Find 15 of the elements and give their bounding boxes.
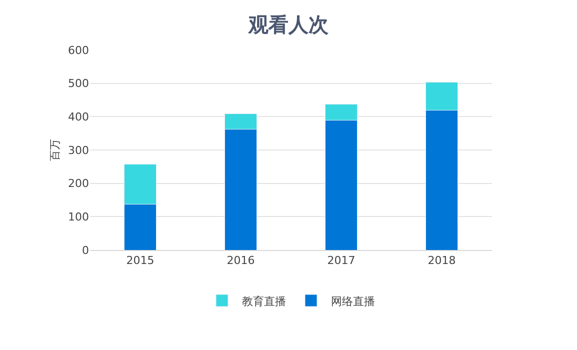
y-tick-label: 600 [68,44,89,57]
y-tick-label: 100 [68,210,89,224]
x-tick-label: 2017 [327,254,356,268]
y-tick-label: 0 [82,244,89,257]
y-tick-label: 400 [68,110,89,124]
y-axis-title: 百万 [48,139,62,161]
legend-label: 网络直播 [331,294,375,308]
legend-label: 教育直播 [242,294,286,308]
chart-title: 观看人次 [248,12,330,36]
y-tick-label: 200 [68,177,89,190]
y-tick-label: 500 [68,77,89,90]
x-tick-label: 2016 [226,254,255,268]
x-tick-label: 2015 [126,254,154,268]
y-tick-label: 300 [68,144,89,157]
x-tick-label: 2018 [428,254,456,268]
